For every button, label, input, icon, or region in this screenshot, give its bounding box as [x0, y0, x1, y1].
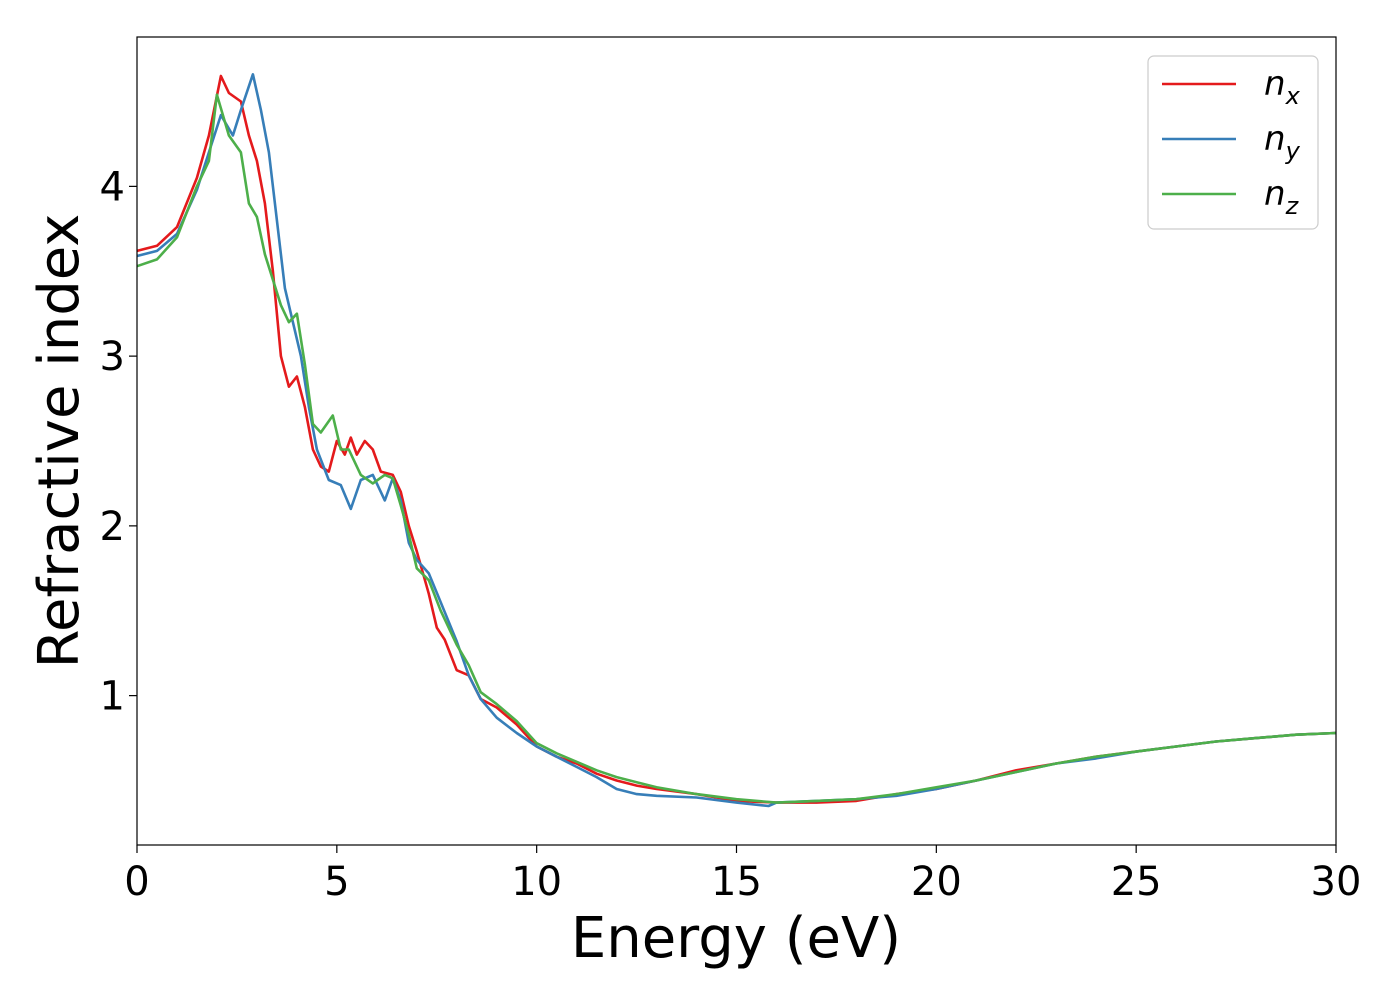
- x-tick-label: 30: [1311, 859, 1362, 905]
- x-tick-label: 5: [324, 859, 349, 905]
- x-tick-label: 20: [911, 859, 962, 905]
- x-tick-label: 10: [511, 859, 562, 905]
- legend-label-n-z: nz: [1264, 174, 1300, 220]
- legend-label-n-y: ny: [1264, 119, 1301, 165]
- legend-box: [1147, 55, 1319, 230]
- y-tick-label: 1: [100, 674, 125, 720]
- y-tick-label: 2: [100, 504, 125, 550]
- y-tick-label: 3: [100, 334, 125, 380]
- legend-label-n-x: nx: [1264, 64, 1301, 110]
- series-layer: [136, 73, 1337, 808]
- y-axis-ticks: 1 2 3 4: [100, 164, 137, 720]
- y-axis-title: Refractive index: [27, 214, 92, 669]
- x-axis-title: Energy (eV): [571, 906, 901, 971]
- y-tick-label: 4: [100, 164, 125, 210]
- legend: nx ny nz: [1147, 55, 1319, 230]
- x-tick-label: 0: [124, 859, 149, 905]
- x-tick-label: 15: [711, 859, 762, 905]
- x-tick-label: 25: [1111, 859, 1162, 905]
- x-axis-ticks: 0 5 10 15 20 25 30: [124, 845, 1361, 905]
- series-line-n-z: [136, 93, 1337, 804]
